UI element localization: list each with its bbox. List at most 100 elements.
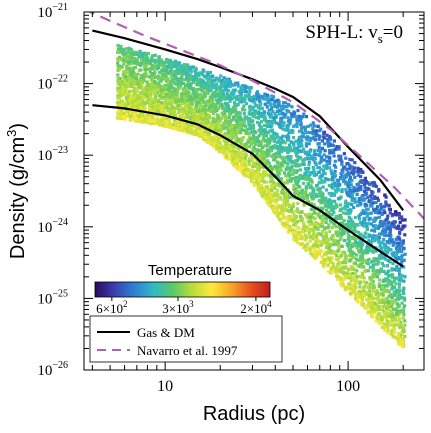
gas-particle xyxy=(353,272,358,276)
gas-particle xyxy=(156,85,160,89)
gas-particle xyxy=(341,211,345,215)
gas-particle xyxy=(261,176,265,181)
gas-particle xyxy=(359,256,363,261)
gas-particle xyxy=(386,259,390,263)
gas-particle xyxy=(256,149,260,153)
gas-particle xyxy=(330,213,334,217)
gas-particle xyxy=(311,189,315,193)
gas-particle xyxy=(321,185,325,189)
gas-particle xyxy=(184,127,188,131)
gas-particle xyxy=(250,138,254,142)
gas-particle xyxy=(188,131,192,135)
gas-particle xyxy=(342,265,346,269)
gas-particle xyxy=(383,277,388,281)
gas-particle xyxy=(243,84,247,88)
gas-particle xyxy=(188,86,192,90)
gas-particle xyxy=(371,201,375,205)
gas-particle xyxy=(189,128,193,132)
gas-particle xyxy=(379,246,383,250)
gas-particle xyxy=(307,163,311,167)
gas-particle xyxy=(230,110,234,114)
gas-particle xyxy=(372,257,376,261)
gas-particle xyxy=(391,254,395,258)
gas-particle xyxy=(276,192,280,196)
gas-particle xyxy=(268,166,272,170)
gas-particle xyxy=(342,231,346,235)
gas-particle xyxy=(134,117,138,121)
gas-particle xyxy=(220,150,225,154)
gas-particle xyxy=(279,168,283,172)
gas-particle xyxy=(173,106,177,110)
gas-particle xyxy=(160,63,164,67)
gas-particle xyxy=(202,108,206,112)
gas-particle xyxy=(131,58,135,62)
gas-particle xyxy=(204,90,209,95)
gas-particle xyxy=(237,90,241,94)
gas-particle xyxy=(206,99,211,103)
gas-particle xyxy=(134,82,138,86)
gas-particle xyxy=(332,221,337,226)
gas-particle xyxy=(130,118,134,122)
gas-particle xyxy=(235,150,239,154)
gas-particle xyxy=(131,100,135,104)
gas-particle xyxy=(280,208,284,212)
gas-particle xyxy=(187,129,191,133)
gas-particle xyxy=(370,228,374,232)
gas-particle xyxy=(208,84,212,88)
gas-particle xyxy=(309,171,313,175)
gas-particle xyxy=(398,333,402,337)
gas-particle xyxy=(370,197,374,201)
gas-particle xyxy=(383,210,387,215)
gas-particle xyxy=(216,113,220,118)
gas-particle xyxy=(306,124,310,128)
gas-particle xyxy=(153,79,157,84)
gas-particle xyxy=(162,104,166,108)
gas-particle xyxy=(395,248,399,252)
gas-particle xyxy=(298,242,302,246)
gas-particle xyxy=(295,207,299,211)
gas-particle xyxy=(279,121,283,126)
gas-particle xyxy=(366,303,370,307)
gas-particle xyxy=(330,175,335,179)
gas-particle xyxy=(383,257,387,261)
gas-particle xyxy=(345,162,349,166)
gas-particle xyxy=(218,132,223,136)
gas-particle xyxy=(119,50,123,54)
gas-particle xyxy=(226,102,230,106)
gas-particle xyxy=(165,60,169,64)
gas-particle xyxy=(224,101,228,105)
gas-particle xyxy=(296,192,300,196)
gas-particle xyxy=(360,257,364,261)
gas-particle xyxy=(177,123,182,127)
gas-particle xyxy=(378,224,382,228)
gas-particle xyxy=(314,162,318,167)
gas-particle xyxy=(317,170,321,174)
gas-particle xyxy=(300,162,304,166)
gas-particle xyxy=(352,166,357,170)
gas-particle xyxy=(272,121,276,125)
gas-particle xyxy=(304,144,309,148)
gas-particle xyxy=(374,200,378,205)
gas-particle xyxy=(201,79,205,83)
gas-particle xyxy=(139,91,143,95)
gas-particle xyxy=(124,87,128,91)
gas-particle xyxy=(342,174,346,179)
gas-particle xyxy=(315,184,319,188)
gas-particle xyxy=(300,235,304,239)
gas-particle xyxy=(377,269,381,273)
gas-particle xyxy=(246,95,251,99)
gas-particle xyxy=(166,81,170,85)
gas-particle xyxy=(298,163,303,167)
gas-particle xyxy=(333,199,337,203)
gas-particle xyxy=(274,167,278,171)
gas-particle xyxy=(322,253,326,257)
gas-particle xyxy=(224,104,228,108)
gas-particle xyxy=(228,99,232,103)
gas-particle xyxy=(133,79,137,83)
gas-particle xyxy=(241,97,245,101)
gas-particle xyxy=(358,220,363,225)
gas-particle xyxy=(287,171,291,175)
gas-particle xyxy=(377,278,382,282)
gas-particle xyxy=(296,220,300,224)
gas-particle xyxy=(270,178,274,182)
